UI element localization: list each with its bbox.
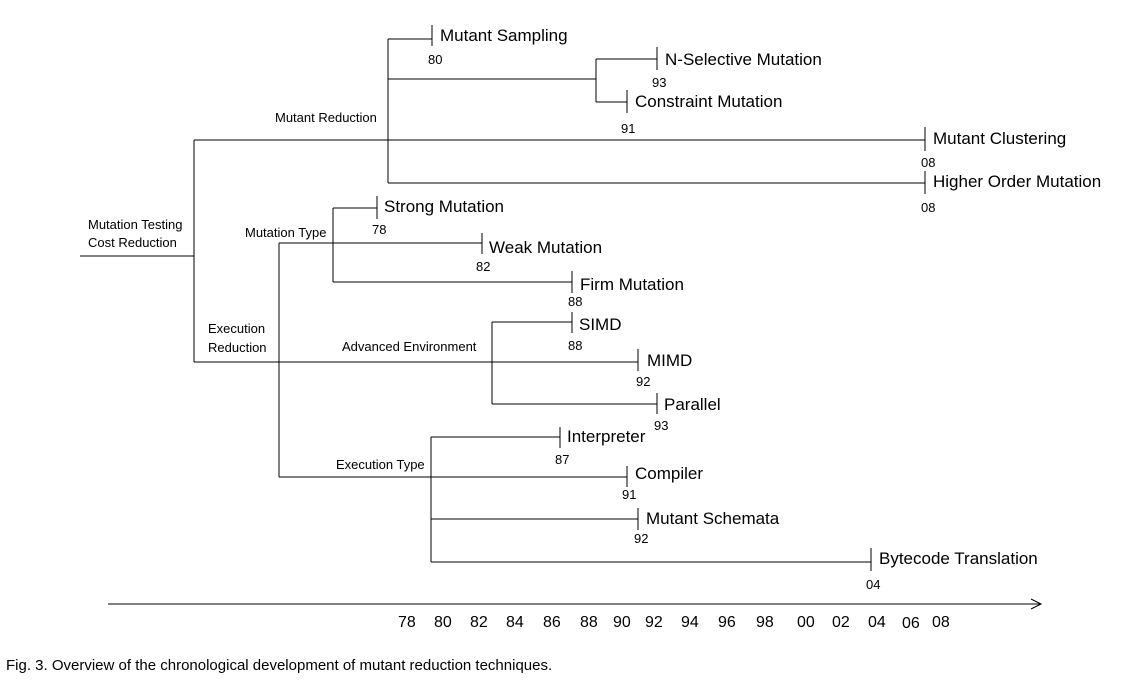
year-compiler: 91: [622, 487, 636, 502]
timeline-tick: 02: [832, 614, 850, 631]
year-constraint-mutation: 91: [621, 121, 635, 136]
leaf-mutant-sampling: Mutant Sampling: [440, 26, 568, 45]
timeline-tick: 96: [718, 614, 736, 631]
leaf-simd: SIMD: [579, 315, 622, 334]
leaf-strong-mutation: Strong Mutation: [384, 197, 504, 216]
leaf-higher-order-mutation: Higher Order Mutation: [933, 172, 1101, 191]
leaf-mutant-clustering: Mutant Clustering: [933, 129, 1066, 148]
year-bytecode-translation: 04: [866, 577, 880, 592]
group-advanced-environment: Advanced Environment: [342, 339, 477, 354]
timeline-tick: 90: [613, 614, 631, 631]
year-n-selective-mutation: 93: [652, 75, 666, 90]
timeline-tick: 04: [868, 614, 886, 631]
leaf-bytecode-translation: Bytecode Translation: [879, 549, 1038, 568]
year-interpreter: 87: [555, 452, 569, 467]
leaf-firm-mutation: Firm Mutation: [580, 275, 684, 294]
timeline-tick: 78: [398, 614, 416, 631]
timeline-tick: 92: [645, 614, 663, 631]
leaf-parallel: Parallel: [664, 395, 721, 414]
leaf-mutant-schemata: Mutant Schemata: [646, 509, 780, 528]
group-mutation-type: Mutation Type: [245, 225, 326, 240]
figure-caption: Fig. 3. Overview of the chronological de…: [6, 657, 553, 674]
timeline-tick: 82: [470, 614, 488, 631]
year-weak-mutation: 82: [476, 259, 490, 274]
leaf-n-selective-mutation: N-Selective Mutation: [665, 50, 822, 69]
root-label-line1: Mutation Testing: [88, 217, 182, 232]
group-execution-reduction-line1: Execution: [208, 321, 265, 336]
timeline-tick: 00: [797, 614, 815, 631]
leaf-weak-mutation: Weak Mutation: [489, 238, 602, 257]
timeline-tick: 84: [506, 614, 524, 631]
timeline-tick: 86: [543, 614, 561, 631]
timeline-tick: 08: [932, 614, 950, 631]
leaf-mimd: MIMD: [647, 351, 692, 370]
leaf-compiler: Compiler: [635, 464, 703, 483]
timeline-tick: 98: [756, 614, 774, 631]
year-parallel: 93: [654, 418, 668, 433]
year-mutant-sampling: 80: [428, 52, 442, 67]
year-mutant-clustering: 08: [921, 155, 935, 170]
root-label-line2: Cost Reduction: [88, 235, 177, 250]
timeline-tick: 94: [681, 614, 699, 631]
year-simd: 88: [568, 338, 582, 353]
year-mutant-schemata: 92: [634, 531, 648, 546]
leaf-constraint-mutation: Constraint Mutation: [635, 92, 782, 111]
timeline-tick: 88: [580, 614, 598, 631]
group-execution-type: Execution Type: [336, 457, 425, 472]
group-execution-reduction-line2: Reduction: [208, 340, 267, 355]
year-higher-order-mutation: 08: [921, 200, 935, 215]
timeline-tick: 80: [434, 614, 452, 631]
year-mimd: 92: [636, 374, 650, 389]
year-strong-mutation: 78: [372, 222, 386, 237]
tree-connectors: [80, 25, 926, 571]
timeline-tick: 06: [902, 615, 920, 632]
group-mutant-reduction: Mutant Reduction: [275, 110, 377, 125]
leaf-interpreter: Interpreter: [567, 427, 646, 446]
timeline-arrow: [108, 598, 1043, 610]
timeline-ticks: 78 80 82 84 86 88 90 92 94 96 98 00 02 0…: [398, 614, 950, 632]
year-firm-mutation: 88: [568, 294, 582, 309]
